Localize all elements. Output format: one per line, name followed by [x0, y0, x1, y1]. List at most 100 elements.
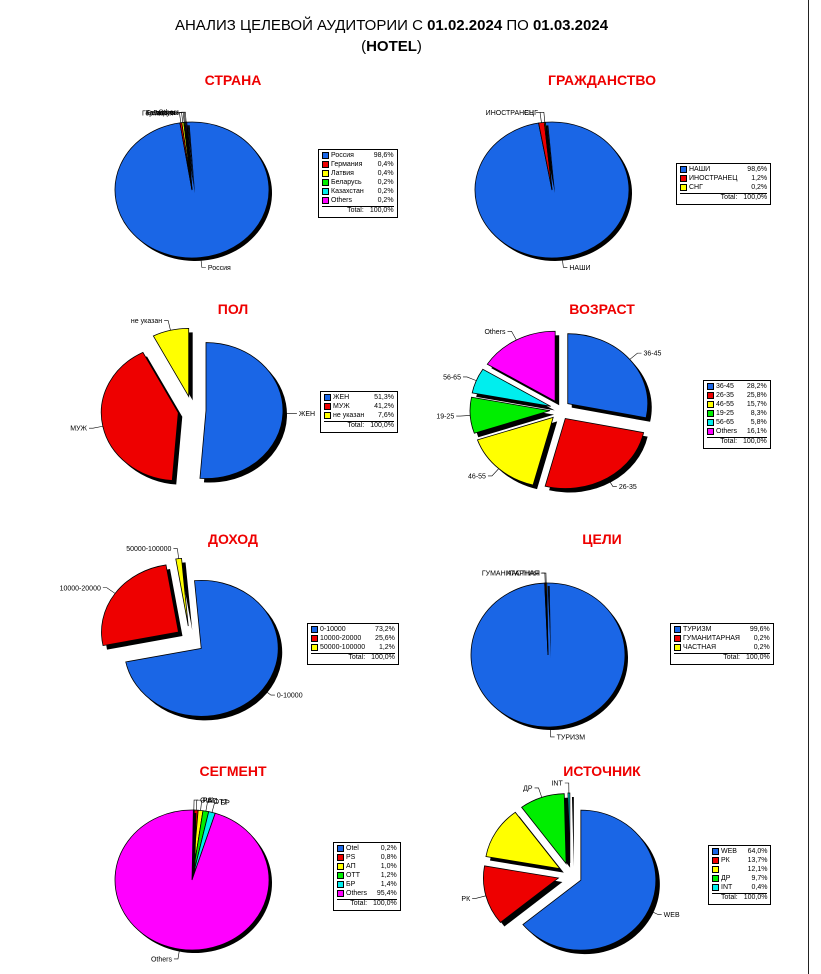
slice-label: Казахстан [145, 110, 178, 117]
legend-value: 0,2% [753, 635, 770, 643]
pie-slice-depth [478, 124, 633, 261]
legend-label: Otel [346, 845, 359, 853]
pie-slice-face [191, 809, 199, 881]
slice-leader-line [262, 688, 275, 696]
pie-slice-depth [157, 332, 193, 401]
legend-label: Казахстан [331, 188, 364, 196]
legend-label: Others [716, 428, 738, 436]
date-from: 01.02.2024 [427, 17, 503, 34]
pie-slice-depth [118, 125, 273, 261]
pie-slice-depth [195, 814, 219, 883]
subtitle-open: ( [361, 38, 367, 55]
pie-slice-3-2 [100, 351, 183, 485]
pie-slice-face [521, 793, 567, 865]
pie-slice-face [470, 582, 626, 728]
legend-swatch [680, 166, 687, 173]
legend-total-label: Total: [716, 437, 744, 447]
pie-slice-2-1 [474, 121, 633, 261]
legend-swatch [712, 866, 719, 874]
slice-leader-line [195, 799, 201, 811]
chart-title-2: ГРАЖДАНСТВО [548, 72, 656, 88]
pie-slice-depth [571, 797, 574, 868]
slice-leader-line [561, 257, 568, 268]
slice-leader-line [462, 376, 477, 381]
pie-slice-4-1 [567, 333, 652, 422]
chart-legend-2: НАШИ 98,6% ИНОСТРАНЕЦ 1,2% СНГ 0,2% Total: 100,… [676, 163, 772, 205]
slice-label: WEB [664, 912, 680, 919]
slice-leader-line [648, 909, 662, 915]
chart-legend-6: ТУРИЗМ 99,6% ГУМАНИТАРНАЯ 0,2% ЧАСТНАЯ 0,2% To… [670, 623, 774, 665]
title-prefix: АНАЛИЗ ЦЕЛЕВОЙ АУДИТОРИИ С [174, 17, 428, 34]
legend-label: БР [346, 881, 356, 889]
legend-swatch [707, 383, 714, 390]
slice-leader-line [102, 587, 116, 594]
legend-swatch [707, 428, 714, 436]
pie-slice-face [125, 579, 279, 717]
legend-row: Others 95,4% [337, 890, 397, 900]
pie-slice-face [476, 416, 554, 486]
pie-slice-depth [179, 562, 193, 631]
pie-slice-4-3 [476, 416, 558, 490]
slice-label: ЖЕН [299, 411, 315, 418]
legend-label: ТУРИЗМ [683, 626, 712, 634]
legend-swatch [680, 184, 687, 192]
slice-leader-line [193, 799, 199, 811]
subtitle-hotel: HOTEL [366, 38, 417, 55]
legend-value: 13,7% [747, 857, 768, 865]
slice-label: 0-10000 [277, 693, 303, 700]
legend-row: Казахстан 0,2% [322, 188, 394, 197]
pie-slice-face [469, 396, 551, 434]
pie-slice-4-2 [544, 418, 648, 493]
legend-row: РК 13,7% [712, 857, 767, 866]
legend-row: WEB 64,0% [712, 848, 767, 857]
legend-value: 41,2% [374, 403, 394, 411]
pie-slice-depth [476, 373, 555, 411]
pie-slice-face [474, 121, 630, 259]
pie-slice-depth [571, 337, 652, 422]
legend-value: 0,4% [377, 170, 394, 178]
chart-legend-7: Otel 0,2% PS 0,8% AП 1,0% OTT 1,2% БР 1,4% Others 9… [333, 842, 401, 911]
pie-slice-7-6 [114, 809, 273, 953]
pie-slice-depth [203, 346, 287, 483]
legend-total-row: Total: 100,0% [337, 899, 397, 909]
slice-label: OTT [214, 799, 229, 806]
legend-row: 50000-100000 1,2% [311, 644, 395, 654]
legend-total-label: Total: [683, 653, 746, 663]
legend-total-row: Total: 100,0% [324, 421, 394, 431]
pie-slice-face [175, 557, 189, 627]
pie-slice-5-2 [101, 564, 183, 650]
slice-leader-line [541, 572, 547, 584]
legend-row: Латвия 0,4% [322, 170, 394, 179]
pie-slice-7-3 [191, 809, 206, 883]
pie-slice-face [100, 351, 179, 481]
slice-leader-line [180, 112, 186, 123]
legend-label: ИНОСТРАНЕЦ [689, 175, 738, 183]
pie-slice-face [544, 418, 645, 489]
pie-slice-face [471, 368, 551, 407]
legend-value: 98,6% [747, 166, 768, 174]
pie-slice-7-2 [191, 809, 202, 883]
legend-value: 25,6% [375, 635, 395, 643]
legend-label: Others [331, 197, 353, 205]
chart-title-1: СТРАНА [204, 72, 262, 88]
pie-slice-3-1 [199, 342, 287, 483]
slice-label: 19-25 [436, 414, 454, 421]
legend-swatch [311, 635, 318, 643]
subtitle-close: ) [416, 38, 422, 55]
pie-slice-face [191, 809, 204, 881]
legend-label [721, 866, 744, 875]
legend-value: 0,8% [380, 854, 397, 862]
pie-slice-4-6 [486, 330, 560, 406]
report-subtitle: (HOTEL) [0, 38, 783, 55]
legend-label: 46-55 [716, 401, 734, 409]
pie-slice-3-3 [152, 327, 193, 401]
pie-slice-face [191, 810, 210, 881]
legend-total-label: Total: [333, 421, 371, 431]
pie-slice-7-1 [191, 809, 198, 883]
legend-value: 0,2% [751, 184, 768, 192]
legend-row: INT 0,4% [712, 884, 767, 894]
legend-row: ЖЕН 51,3% [324, 394, 394, 403]
pie-slice-depth [184, 125, 195, 193]
